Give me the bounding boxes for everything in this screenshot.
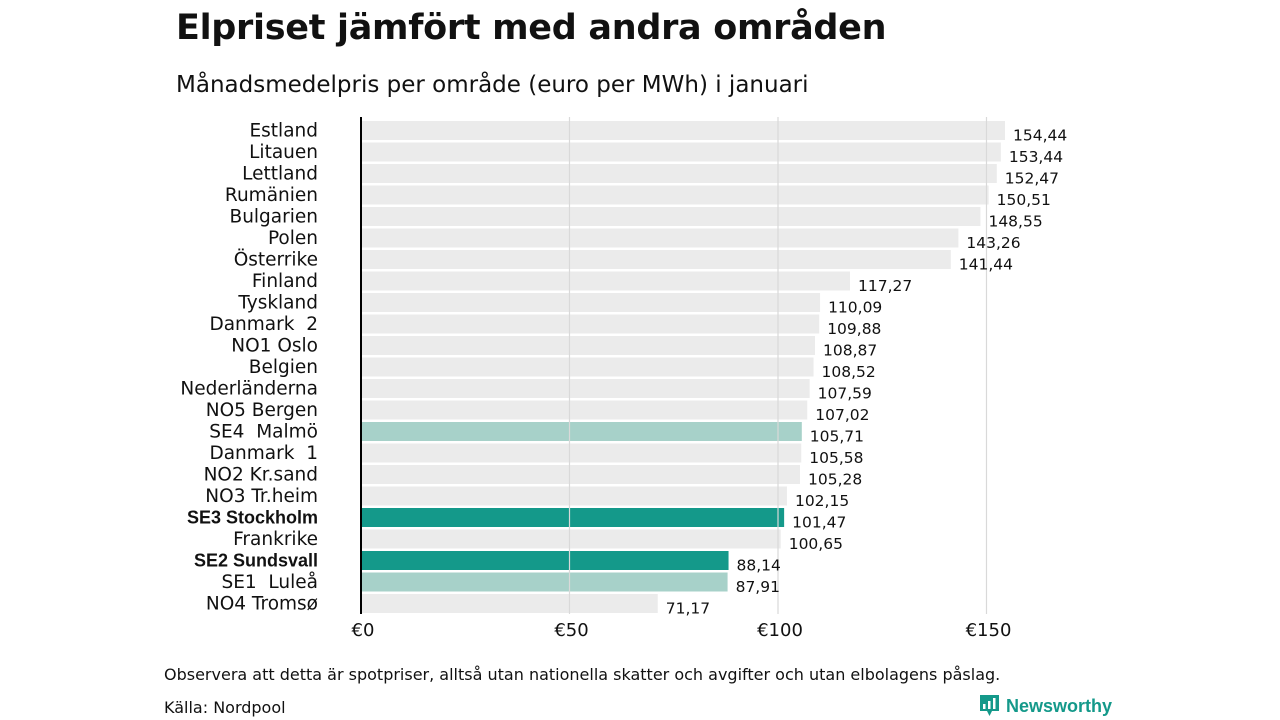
category-label: Litauen	[249, 142, 318, 163]
value-label: 117,27	[858, 277, 912, 295]
value-label: 88,14	[737, 557, 781, 575]
bar	[361, 357, 814, 377]
bar	[361, 207, 981, 226]
bar	[361, 250, 951, 269]
category-label: NO3 Tr.heim	[205, 486, 318, 507]
x-tick-label: €100	[757, 620, 803, 641]
category-label: Rumänien	[225, 185, 318, 206]
brand-logo: Newsworthy	[979, 694, 1112, 718]
category-label: NO5 Bergen	[206, 400, 318, 421]
value-label: 143,26	[966, 234, 1020, 252]
category-label: Danmark 1	[209, 443, 318, 464]
category-label: Finland	[252, 271, 318, 292]
value-label: 102,15	[795, 492, 849, 510]
value-label: 107,59	[818, 385, 872, 403]
bar	[361, 551, 729, 570]
value-label: 152,47	[1005, 170, 1059, 188]
category-label: NO2 Kr.sand	[204, 465, 318, 486]
bar	[361, 486, 787, 506]
bar	[361, 529, 781, 549]
category-label: Belgien	[249, 357, 318, 378]
bar	[361, 336, 815, 355]
value-label: 105,28	[808, 471, 862, 489]
brand-name: Newsworthy	[1006, 695, 1113, 716]
category-label: Österrike	[234, 249, 318, 271]
category-label: SE4 Malmö	[209, 422, 318, 443]
value-label: 105,58	[809, 449, 863, 467]
category-label: Estland	[249, 121, 318, 142]
value-label: 141,44	[959, 256, 1013, 274]
category-label: Tyskland	[237, 293, 318, 314]
category-label: SE3 Stockholm	[187, 508, 318, 528]
bar	[361, 142, 1001, 162]
value-label: 105,71	[810, 428, 864, 446]
category-label: Danmark 2	[209, 314, 318, 335]
category-label: Polen	[268, 228, 318, 249]
bar	[361, 508, 785, 527]
bar	[361, 422, 802, 441]
value-label: 71,17	[666, 600, 710, 618]
x-tick-label: €50	[554, 620, 588, 641]
value-label: 100,65	[789, 535, 843, 553]
value-label: 110,09	[828, 299, 882, 317]
category-label: Bulgarien	[230, 207, 319, 228]
category-label: SE1 Luleå	[221, 572, 318, 593]
category-label: Frankrike	[233, 529, 318, 550]
category-label: Lettland	[242, 164, 318, 185]
value-label: 108,87	[823, 342, 877, 360]
bar	[361, 314, 820, 334]
x-tick-label: €150	[966, 620, 1012, 641]
bar	[361, 185, 989, 205]
value-label: 87,91	[736, 578, 780, 596]
value-label: 109,88	[827, 320, 881, 338]
category-label: NO1 Oslo	[231, 336, 318, 357]
value-label: 153,44	[1009, 148, 1063, 166]
category-label: SE2 Sundsvall	[194, 551, 318, 571]
value-label: 150,51	[997, 191, 1051, 209]
value-label: 148,55	[988, 213, 1042, 231]
bar	[361, 379, 810, 398]
bar	[361, 594, 658, 613]
bar	[361, 443, 802, 463]
bar	[361, 228, 959, 248]
chart-title: Elpriset jämfört med andra områden	[176, 8, 887, 48]
category-label: NO4 Tromsø	[206, 594, 318, 615]
newsworthy-logo-icon	[980, 695, 999, 716]
bar	[361, 271, 851, 291]
bar	[361, 465, 801, 484]
x-tick-label: €0	[352, 620, 375, 641]
chart-subtitle: Månadsmedelpris per område (euro per MWh…	[176, 72, 809, 98]
source-note: Källa: Nordpool	[164, 698, 286, 717]
value-label: 101,47	[792, 514, 846, 532]
bar	[361, 293, 821, 312]
bar	[361, 572, 728, 592]
bar-chart: EstlandLitauenLettlandRumänienBulgarienP…	[180, 117, 1067, 641]
footnote: Observera att detta är spotpriser, allts…	[164, 665, 1001, 684]
value-label: 108,52	[822, 363, 876, 381]
bar	[361, 400, 808, 420]
bar	[361, 164, 997, 183]
category-label: Nederländerna	[180, 379, 318, 400]
value-label: 107,02	[815, 406, 869, 424]
value-label: 154,44	[1013, 127, 1067, 145]
bar	[361, 121, 1006, 140]
